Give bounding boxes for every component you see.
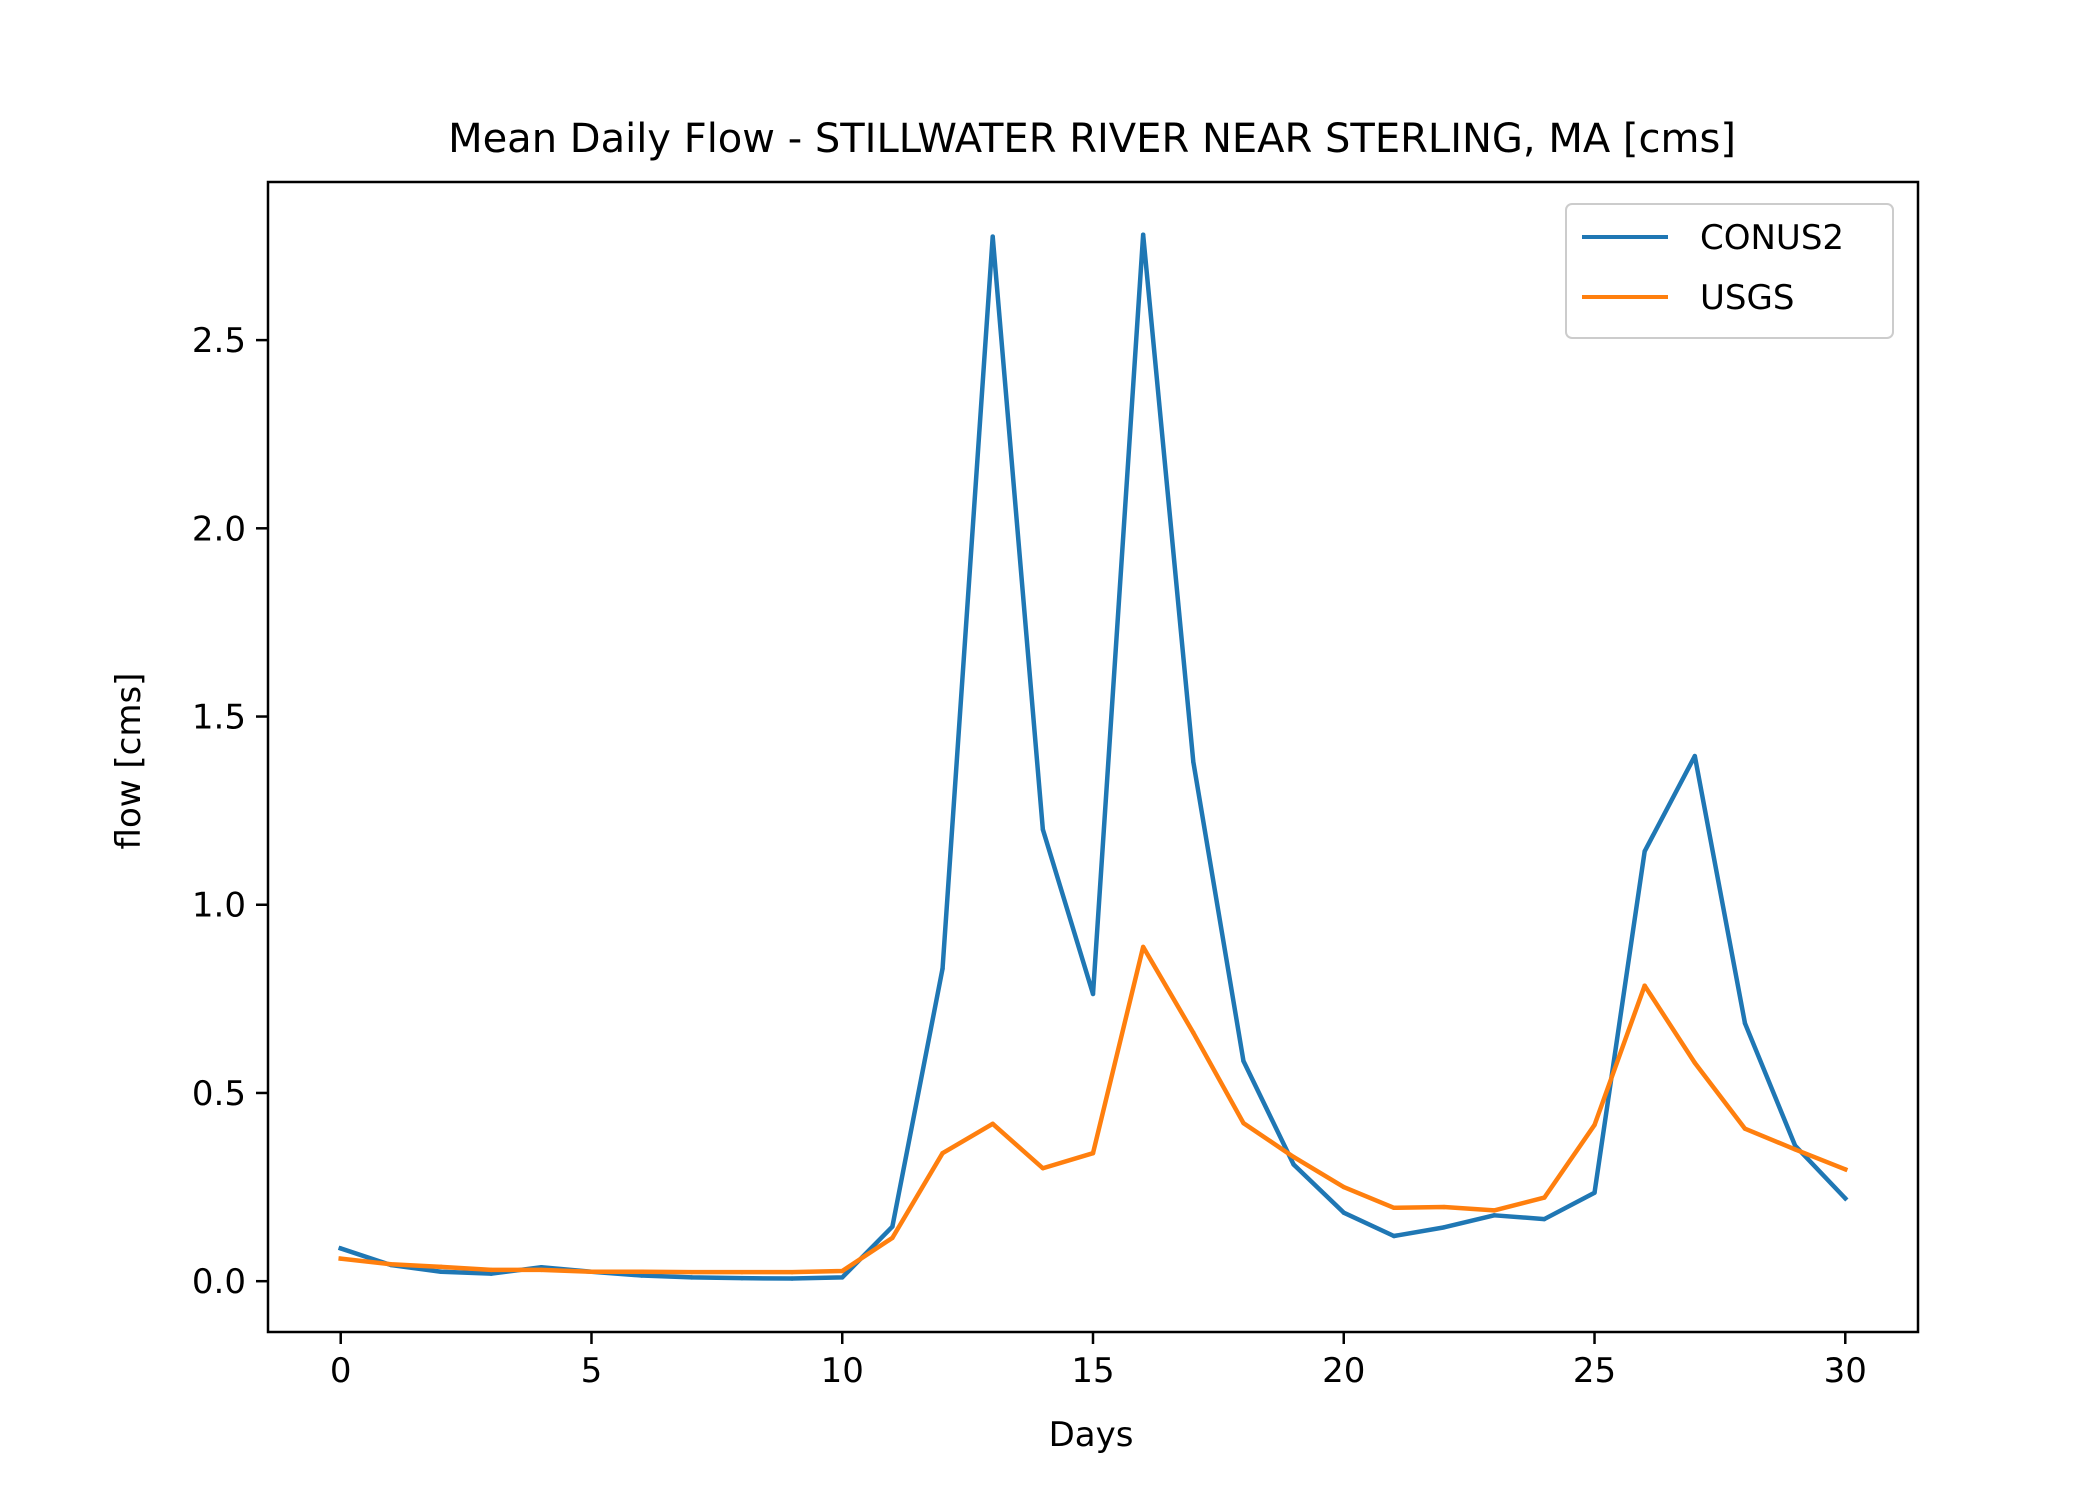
data-point-usgs <box>1040 1166 1046 1171</box>
x-tick-label: 30 <box>1824 1351 1867 1391</box>
legend: CONUS2 USGS <box>1565 203 1894 339</box>
data-point-usgs <box>1742 1126 1748 1131</box>
data-point-conus2 <box>1592 1190 1597 1195</box>
x-tick-label: 10 <box>821 1351 864 1391</box>
data-point-usgs <box>388 1262 394 1267</box>
data-point-usgs <box>840 1268 845 1274</box>
data-point-conus2 <box>1090 991 1096 997</box>
data-point-conus2 <box>1140 232 1146 237</box>
x-tick-label: 0 <box>330 1351 352 1391</box>
data-point-usgs <box>539 1267 544 1273</box>
data-point-usgs <box>1492 1208 1497 1213</box>
data-point-usgs <box>1692 1060 1698 1066</box>
data-point-conus2 <box>1191 759 1196 764</box>
data-point-usgs <box>1542 1195 1547 1200</box>
x-axis: 0 5 10 15 20 25 30 <box>330 1332 1867 1391</box>
data-point-conus2 <box>1291 1162 1296 1167</box>
data-point-conus2 <box>789 1276 795 1281</box>
data-point-conus2 <box>1391 1233 1397 1239</box>
y-tick-label: 0.5 <box>192 1074 246 1114</box>
data-point-conus2 <box>1341 1210 1346 1215</box>
data-point-usgs <box>639 1269 644 1274</box>
data-point-usgs <box>1090 1150 1096 1156</box>
data-point-usgs <box>338 1256 343 1261</box>
x-axis-label: Days <box>1049 1415 1134 1455</box>
data-point-usgs <box>1441 1204 1447 1210</box>
data-point-usgs <box>1291 1154 1296 1160</box>
data-point-usgs <box>940 1150 945 1156</box>
data-point-conus2 <box>689 1275 694 1280</box>
data-point-usgs <box>1391 1205 1397 1210</box>
data-point-usgs <box>589 1269 594 1274</box>
legend-label-conus2: CONUS2 <box>1700 218 1844 258</box>
y-tick-label: 0.0 <box>192 1262 246 1302</box>
data-point-usgs <box>1792 1147 1798 1152</box>
data-point-usgs <box>739 1269 745 1275</box>
data-point-usgs <box>1140 944 1146 950</box>
data-point-conus2 <box>1692 753 1698 759</box>
data-point-conus2 <box>1492 1213 1497 1218</box>
data-point-conus2 <box>1642 849 1647 854</box>
data-point-usgs <box>1843 1167 1848 1172</box>
data-point-conus2 <box>840 1275 845 1280</box>
data-point-usgs <box>488 1267 494 1273</box>
data-point-conus2 <box>940 966 945 971</box>
y-tick-label: 2.5 <box>192 321 246 361</box>
plot-lines <box>337 232 1849 1281</box>
data-point-usgs <box>1341 1184 1346 1190</box>
data-point-usgs <box>1241 1120 1246 1126</box>
data-point-conus2 <box>890 1224 895 1229</box>
data-point-conus2 <box>1542 1216 1547 1222</box>
x-tick-label: 15 <box>1071 1351 1114 1391</box>
data-point-conus2 <box>1241 1058 1246 1064</box>
x-tick-label: 5 <box>581 1351 603 1391</box>
data-point-usgs <box>1191 1030 1196 1035</box>
data-point-conus2 <box>990 234 995 239</box>
data-point-conus2 <box>739 1275 745 1281</box>
data-point-conus2 <box>488 1271 494 1276</box>
data-point-usgs <box>438 1264 444 1270</box>
data-point-conus2 <box>1742 1021 1748 1026</box>
chart-title: Mean Daily Flow - STILLWATER RIVER NEAR … <box>448 116 1736 162</box>
data-point-conus2 <box>639 1273 644 1278</box>
y-tick-label: 1.5 <box>192 698 246 738</box>
data-point-conus2 <box>438 1269 444 1274</box>
y-axis-label: flow [cms] <box>109 673 149 850</box>
data-point-usgs <box>689 1269 694 1275</box>
data-point-usgs <box>1642 983 1647 988</box>
legend-label-usgs: USGS <box>1700 278 1794 318</box>
data-point-conus2 <box>338 1246 343 1251</box>
data-point-conus2 <box>1843 1196 1848 1201</box>
data-point-usgs <box>890 1235 895 1241</box>
data-point-conus2 <box>1040 827 1046 832</box>
data-point-usgs <box>990 1121 995 1127</box>
y-tick-label: 2.0 <box>192 509 246 549</box>
x-tick-label: 20 <box>1322 1351 1365 1391</box>
y-tick-label: 1.0 <box>192 886 246 926</box>
data-point-conus2 <box>1441 1225 1447 1230</box>
y-axis: 0.0 0.5 1.0 1.5 2.0 2.5 <box>192 321 268 1302</box>
data-point-usgs <box>1592 1122 1597 1128</box>
data-point-usgs <box>789 1269 795 1275</box>
x-tick-label: 25 <box>1573 1351 1616 1391</box>
